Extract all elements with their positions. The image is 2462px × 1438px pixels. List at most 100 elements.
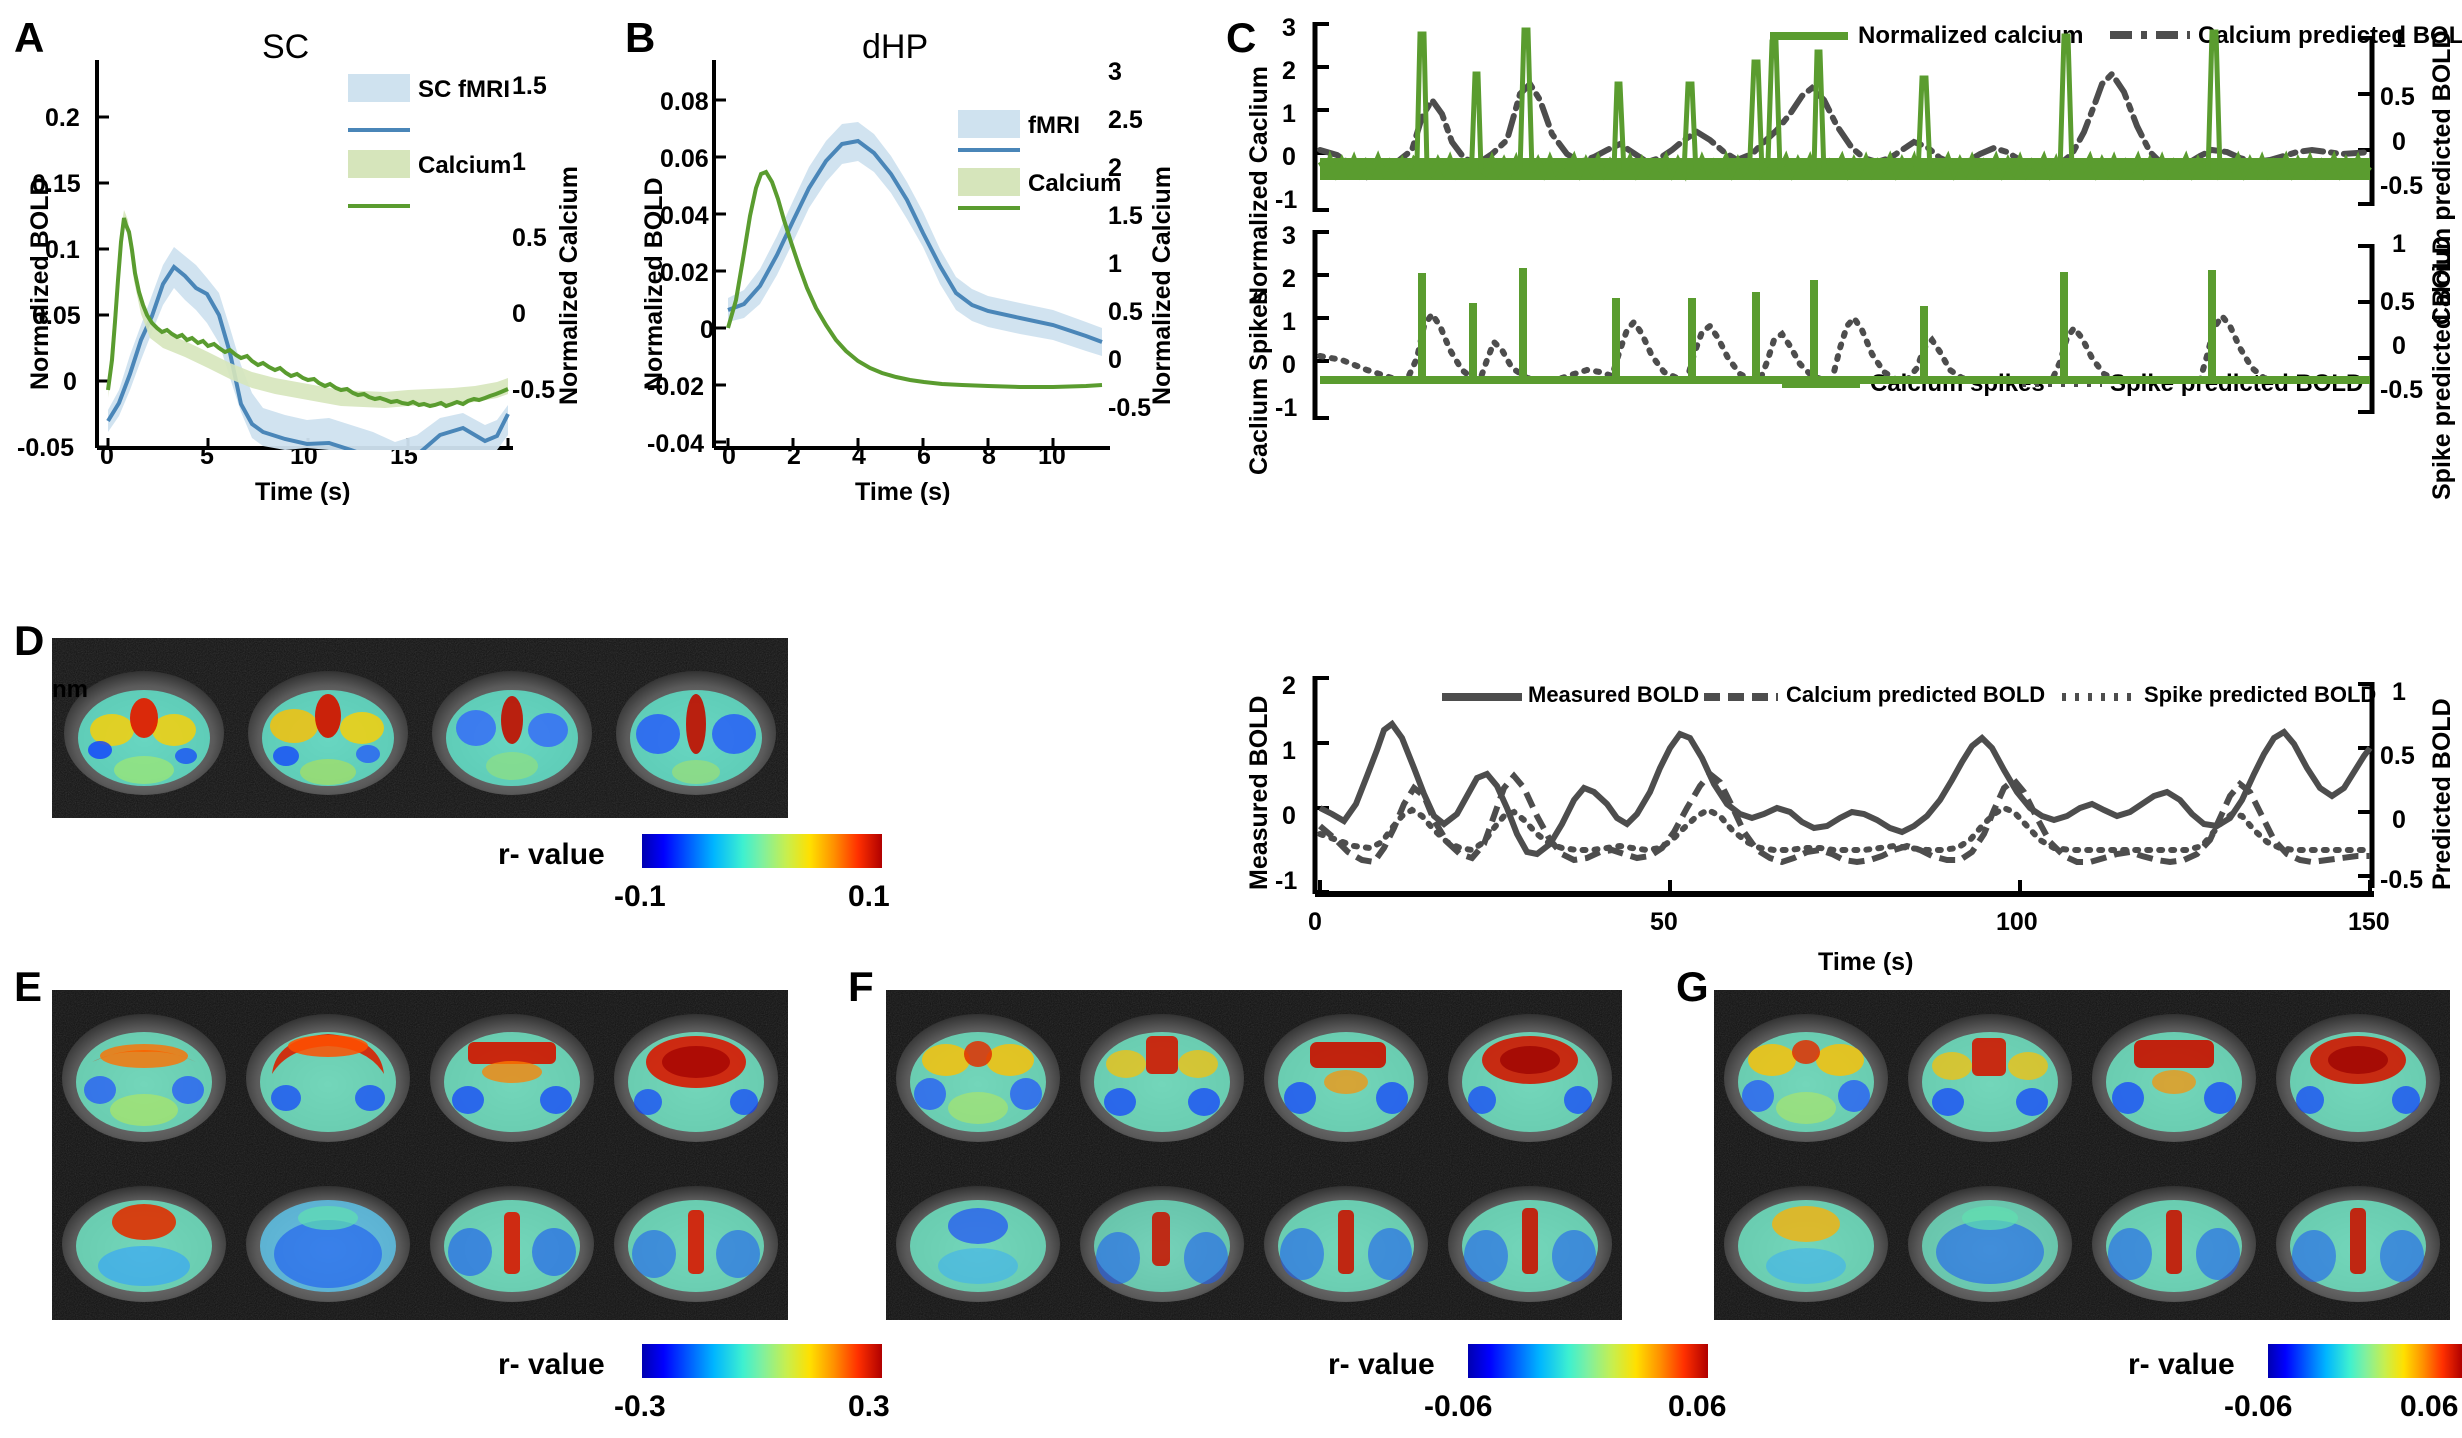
panel-d-colorbar-title: r- value xyxy=(498,838,605,871)
panel-a-ylabel-right: Normalized Calcium xyxy=(555,166,583,405)
panel-a-legend-label-calcium: Calcium xyxy=(418,152,512,179)
panel-c-sub1-ytick-4: -1 xyxy=(1275,186,1298,214)
panel-a-legend-line-calcium xyxy=(348,204,410,208)
panel-c-sub3-ytick-2: 0 xyxy=(1282,802,1296,830)
panel-c-sub2-ytick-0: 3 xyxy=(1282,222,1296,250)
panel-c-sub3-ylabel-left: Measured BOLD xyxy=(1245,695,1273,890)
panel-a-ytick-1: 0.15 xyxy=(32,170,81,198)
panel-letter-e: E xyxy=(14,963,43,1010)
panel-e-colorbar-min: -0.3 xyxy=(614,1390,666,1423)
panel-b-ytick-4: 0 xyxy=(700,316,714,344)
panel-a-ytick-r-2: 0.5 xyxy=(512,224,547,252)
panel-a-ytick-r-4: -0.5 xyxy=(512,376,556,404)
panel-d-brain-images xyxy=(52,638,788,818)
panel-c-xlabel: Time (s) xyxy=(1818,948,1914,976)
panel-a-legend-label-fmri: SC fMRI xyxy=(418,76,510,103)
panel-d-colorbar-max: 0.1 xyxy=(848,880,890,913)
panel-b-ytick-r-3: 1.5 xyxy=(1108,202,1143,230)
panel-b-ytick-1: 0.06 xyxy=(660,145,709,173)
panel-a-legend-swatch-calcium xyxy=(348,150,410,178)
panel-a-plot xyxy=(95,60,513,450)
panel-d-colorbar xyxy=(642,834,882,868)
panel-letter-b: B xyxy=(625,14,656,61)
panel-b-ytick-r-5: 0.5 xyxy=(1108,298,1143,326)
panel-c-sub2-ytick-1: 2 xyxy=(1282,265,1296,293)
panel-f-colorbar-title: r- value xyxy=(1328,1348,1435,1381)
panel-g-colorbar xyxy=(2268,1344,2462,1378)
panel-e-colorbar-title: r- value xyxy=(498,1348,605,1381)
panel-c-sub3-ytick-3: -1 xyxy=(1275,867,1298,895)
panel-b-legend-line-calcium xyxy=(958,206,1020,210)
panel-c-sub3-ytick-r-0: 1 xyxy=(2392,678,2406,706)
panel-g-colorbar-max: 0.06 xyxy=(2400,1390,2459,1423)
panel-c-sub1-ytick-2: 1 xyxy=(1282,100,1296,128)
panel-a-ytick-r-3: 0 xyxy=(512,300,526,328)
panel-g-colorbar-title: r- value xyxy=(2128,1348,2235,1381)
panel-c-xtick-3: 150 xyxy=(2348,908,2390,936)
panel-b-ytick-3: 0.02 xyxy=(660,259,709,287)
panel-b-ytick-r-7: -0.5 xyxy=(1108,394,1152,422)
panel-c-sub1-ylabel-left: Normalized Caclium xyxy=(1245,66,1273,305)
panel-letter-f: F xyxy=(848,963,874,1010)
panel-b-xlabel: Time (s) xyxy=(855,478,951,506)
panel-b-title: dHP xyxy=(862,28,929,66)
panel-b-plot xyxy=(712,60,1110,450)
panel-f-colorbar-max: 0.06 xyxy=(1668,1390,1727,1423)
panel-c-sub1-ytick-1: 2 xyxy=(1282,57,1296,85)
panel-b-legend-label-fmri: fMRI xyxy=(1028,112,1080,139)
panel-c-sub2-ytick-2: 1 xyxy=(1282,308,1296,336)
panel-a-ytick-r-1: 1 xyxy=(512,148,526,176)
panel-letter-a: A xyxy=(14,14,45,61)
panel-a-ytick-r-0: 1.5 xyxy=(512,72,547,100)
panel-b-ytick-r-4: 1 xyxy=(1108,250,1122,278)
panel-c-sub1-plot xyxy=(1312,22,2375,212)
panel-letter-d: D xyxy=(14,617,45,664)
panel-f-colorbar xyxy=(1468,1344,1708,1378)
panel-b-ytick-2: 0.04 xyxy=(660,202,709,230)
panel-f-brain-images xyxy=(886,990,1622,1320)
panel-b-legend-line-fmri xyxy=(958,148,1020,152)
panel-c-sub3-ytick-1: 1 xyxy=(1282,737,1296,765)
panel-c-sub2-ylabel-left: Caclium Spikes xyxy=(1245,290,1273,475)
panel-c-sub3-ylabel-right: Predicted BOLD xyxy=(2428,698,2456,890)
panel-c-sub3-ytick-0: 2 xyxy=(1282,672,1296,700)
panel-d-colorbar-min: -0.1 xyxy=(614,880,666,913)
panel-c-sub2-ytick-r-3: -0.5 xyxy=(2380,376,2424,404)
panel-a-ytick-2: 0.1 xyxy=(45,236,80,264)
panel-c-sub1-ytick-3: 0 xyxy=(1282,143,1296,171)
panel-c-sub1-ytick-r-0: 1 xyxy=(2392,25,2406,53)
panel-a-ylabel-left: Normalized BOLD xyxy=(26,177,54,390)
panel-a-ytick-3: 0.05 xyxy=(32,302,81,330)
panel-letter-c: C xyxy=(1226,14,1257,61)
panel-a-ytick-0: 0.2 xyxy=(45,104,80,132)
panel-letter-g: G xyxy=(1676,963,1709,1010)
panel-b-ytick-r-1: 2.5 xyxy=(1108,106,1143,134)
panel-b-ytick-6: -0.04 xyxy=(647,430,704,458)
panel-c-sub1-ytick-r-2: 0 xyxy=(2392,128,2406,156)
panel-c-sub2-ytick-3: 0 xyxy=(1282,351,1296,379)
panel-e-colorbar-max: 0.3 xyxy=(848,1390,890,1423)
panel-a-legend-line-fmri xyxy=(348,128,410,132)
panel-c-sub2-ytick-r-1: 0.5 xyxy=(2380,288,2415,316)
panel-c-sub2-ytick-r-0: 1 xyxy=(2392,230,2406,258)
panel-c-sub1-ytick-0: 3 xyxy=(1282,14,1296,42)
panel-a-ytick-4: 0 xyxy=(63,368,77,396)
panel-b-ytick-r-6: 0 xyxy=(1108,346,1122,374)
panel-c-sub1-ytick-r-1: 0.5 xyxy=(2380,83,2415,111)
panel-c-sub1-ytick-r-3: -0.5 xyxy=(2380,172,2424,200)
panel-c-sub3-ytick-r-2: 0 xyxy=(2392,806,2406,834)
panel-c-sub1-legend-label-predicted: Calcium predicted BOLD xyxy=(2198,22,2462,49)
panel-c-xtick-0: 0 xyxy=(1308,908,1322,936)
panel-c-sub2-plot xyxy=(1312,230,2375,420)
panel-b-ytick-r-2: 2 xyxy=(1108,154,1122,182)
panel-b-ytick-r-0: 3 xyxy=(1108,58,1122,86)
panel-a-legend-swatch-fmri xyxy=(348,74,410,102)
panel-c-xtick-1: 50 xyxy=(1650,908,1678,936)
panel-a-title: SC xyxy=(262,28,310,66)
panel-c-sub3-legend-line-calcium-pred xyxy=(1704,693,1778,701)
panel-c-sub2-ytick-r-2: 0 xyxy=(2392,332,2406,360)
panel-g-brain-images xyxy=(1714,990,2450,1320)
panel-f-colorbar-min: -0.06 xyxy=(1424,1390,1493,1423)
panel-c-sub3-legend-label-calcium-pred: Calcium predicted BOLD xyxy=(1786,682,2046,707)
panel-c-sub3-legend-line-measured xyxy=(1442,693,1522,701)
